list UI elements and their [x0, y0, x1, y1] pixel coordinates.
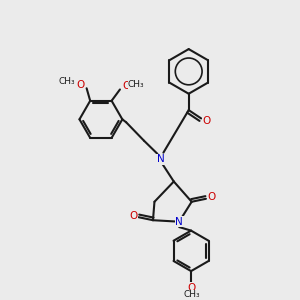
Text: O: O [187, 283, 195, 293]
Text: O: O [207, 192, 215, 202]
Text: CH₃: CH₃ [128, 80, 145, 88]
Text: O: O [129, 211, 137, 221]
Text: N: N [175, 217, 183, 227]
Text: CH₃: CH₃ [183, 290, 200, 299]
Text: O: O [202, 116, 211, 126]
Text: N: N [157, 154, 164, 164]
Text: O: O [76, 80, 84, 90]
Text: CH₃: CH₃ [59, 77, 76, 86]
Text: O: O [122, 82, 130, 92]
